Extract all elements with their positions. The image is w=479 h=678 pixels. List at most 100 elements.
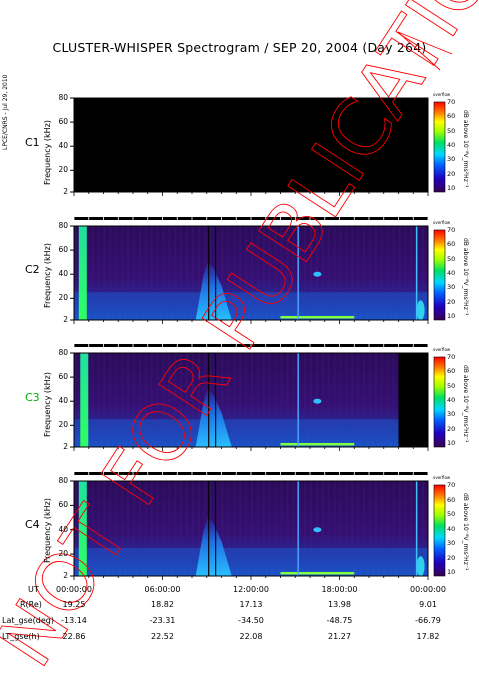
colorbar [433,484,446,577]
texture-stripe [215,481,218,576]
texture-stripe [192,481,194,576]
emission-feature [416,556,425,577]
panel-label-c1: C1 [25,136,40,149]
texture-stripe [380,353,383,447]
texture-stripe [292,226,295,320]
texture-stripe [221,353,224,447]
texture-stripe [180,353,183,447]
texture-stripe [221,226,224,320]
y-tick-label: 2 [63,571,68,580]
texture-stripe [233,481,236,576]
texture-stripe [251,226,253,320]
texture-stripe [374,481,377,576]
orbit-value: 22.86 [62,632,86,641]
texture-stripe [351,353,354,447]
low-frequency-band [74,419,428,447]
spectrogram-background [74,481,428,576]
texture-stripe [298,353,301,447]
texture-stripe [363,353,366,447]
orbit-value: 00:00:00 [410,585,446,594]
texture-stripe [286,353,289,447]
texture-stripe [109,481,112,576]
texture-stripe [239,226,242,320]
texture-stripe [363,226,366,320]
colorbar-tick-label: 10 [447,184,456,192]
texture-stripe [197,226,200,320]
texture-stripe [97,353,100,447]
texture-stripe [256,226,259,320]
texture-stripe [233,353,236,447]
texture-stripe [239,353,242,447]
texture-stripe [74,481,76,576]
y-tick-label: 60 [58,245,68,255]
texture-stripe [215,226,218,320]
emission-feature [78,226,87,320]
texture-stripe [286,481,289,576]
texture-stripe [304,226,307,320]
texture-stripe [215,353,218,447]
texture-stripe [363,481,366,576]
texture-stripe [386,226,389,320]
texture-stripe [197,353,200,447]
orbit-value: -66.79 [415,616,441,625]
colorbar-tick-label: 30 [447,155,456,164]
texture-stripe [410,481,413,576]
colorbar-label: dB above 10⁻⁸V_rms²Hz⁻¹ [462,238,469,316]
y-tick-label: 40 [58,524,68,534]
texture-stripe [422,481,425,576]
texture-stripe [186,353,189,447]
y-tick-label: 20 [58,165,68,175]
texture-stripe [245,353,248,447]
texture-stripe [304,353,307,447]
texture-stripe [292,353,295,447]
texture-stripe [91,226,94,320]
texture-stripe [162,226,165,320]
texture-stripe [97,226,100,320]
texture-stripe [192,226,194,320]
texture-stripe [103,226,106,320]
texture-stripe [374,226,377,320]
texture-stripe [156,226,159,320]
texture-stripe [168,226,171,320]
texture-stripe [357,481,360,576]
colorbar-top-label: overflow [433,347,451,352]
colorbar [433,229,446,321]
texture-stripe [192,353,194,447]
texture-stripe [262,481,265,576]
texture-stripe [398,481,401,576]
orbit-value: 18:00:00 [321,585,358,594]
y-tick-label: 20 [58,293,68,303]
texture-stripe [268,353,271,447]
texture-stripe [333,353,336,447]
orbit-value: 12:00:00 [233,585,269,594]
texture-stripe [197,481,200,576]
watermark-stroke [397,31,453,55]
panel-label-c4: C4 [25,518,40,531]
orbit-row-label: UT [28,585,39,594]
texture-stripe [392,481,395,576]
texture-stripe [227,353,230,447]
orbit-value: -34.50 [238,616,264,625]
texture-stripe [115,226,118,320]
y-tick-label: 2 [63,442,68,451]
y-tick-label: 60 [58,500,68,510]
texture-stripe [280,226,283,320]
texture-stripe [121,353,124,447]
texture-stripe [239,481,242,576]
texture-stripe [138,481,141,576]
colorbar [433,101,446,193]
texture-stripe [97,481,100,576]
emission-feature [80,353,89,447]
texture-stripe [351,226,354,320]
green-line [280,316,355,319]
texture-stripe [280,481,283,576]
texture-stripe [144,226,147,320]
texture-stripe [150,353,153,447]
orbit-value: 17.82 [416,632,440,641]
colorbar-tick-label: 60 [447,112,456,121]
texture-stripe [327,226,330,320]
spectrogram-background [74,353,428,447]
texture-stripe [186,481,189,576]
y-tick-label: 40 [58,141,68,151]
texture-stripe [339,353,342,447]
